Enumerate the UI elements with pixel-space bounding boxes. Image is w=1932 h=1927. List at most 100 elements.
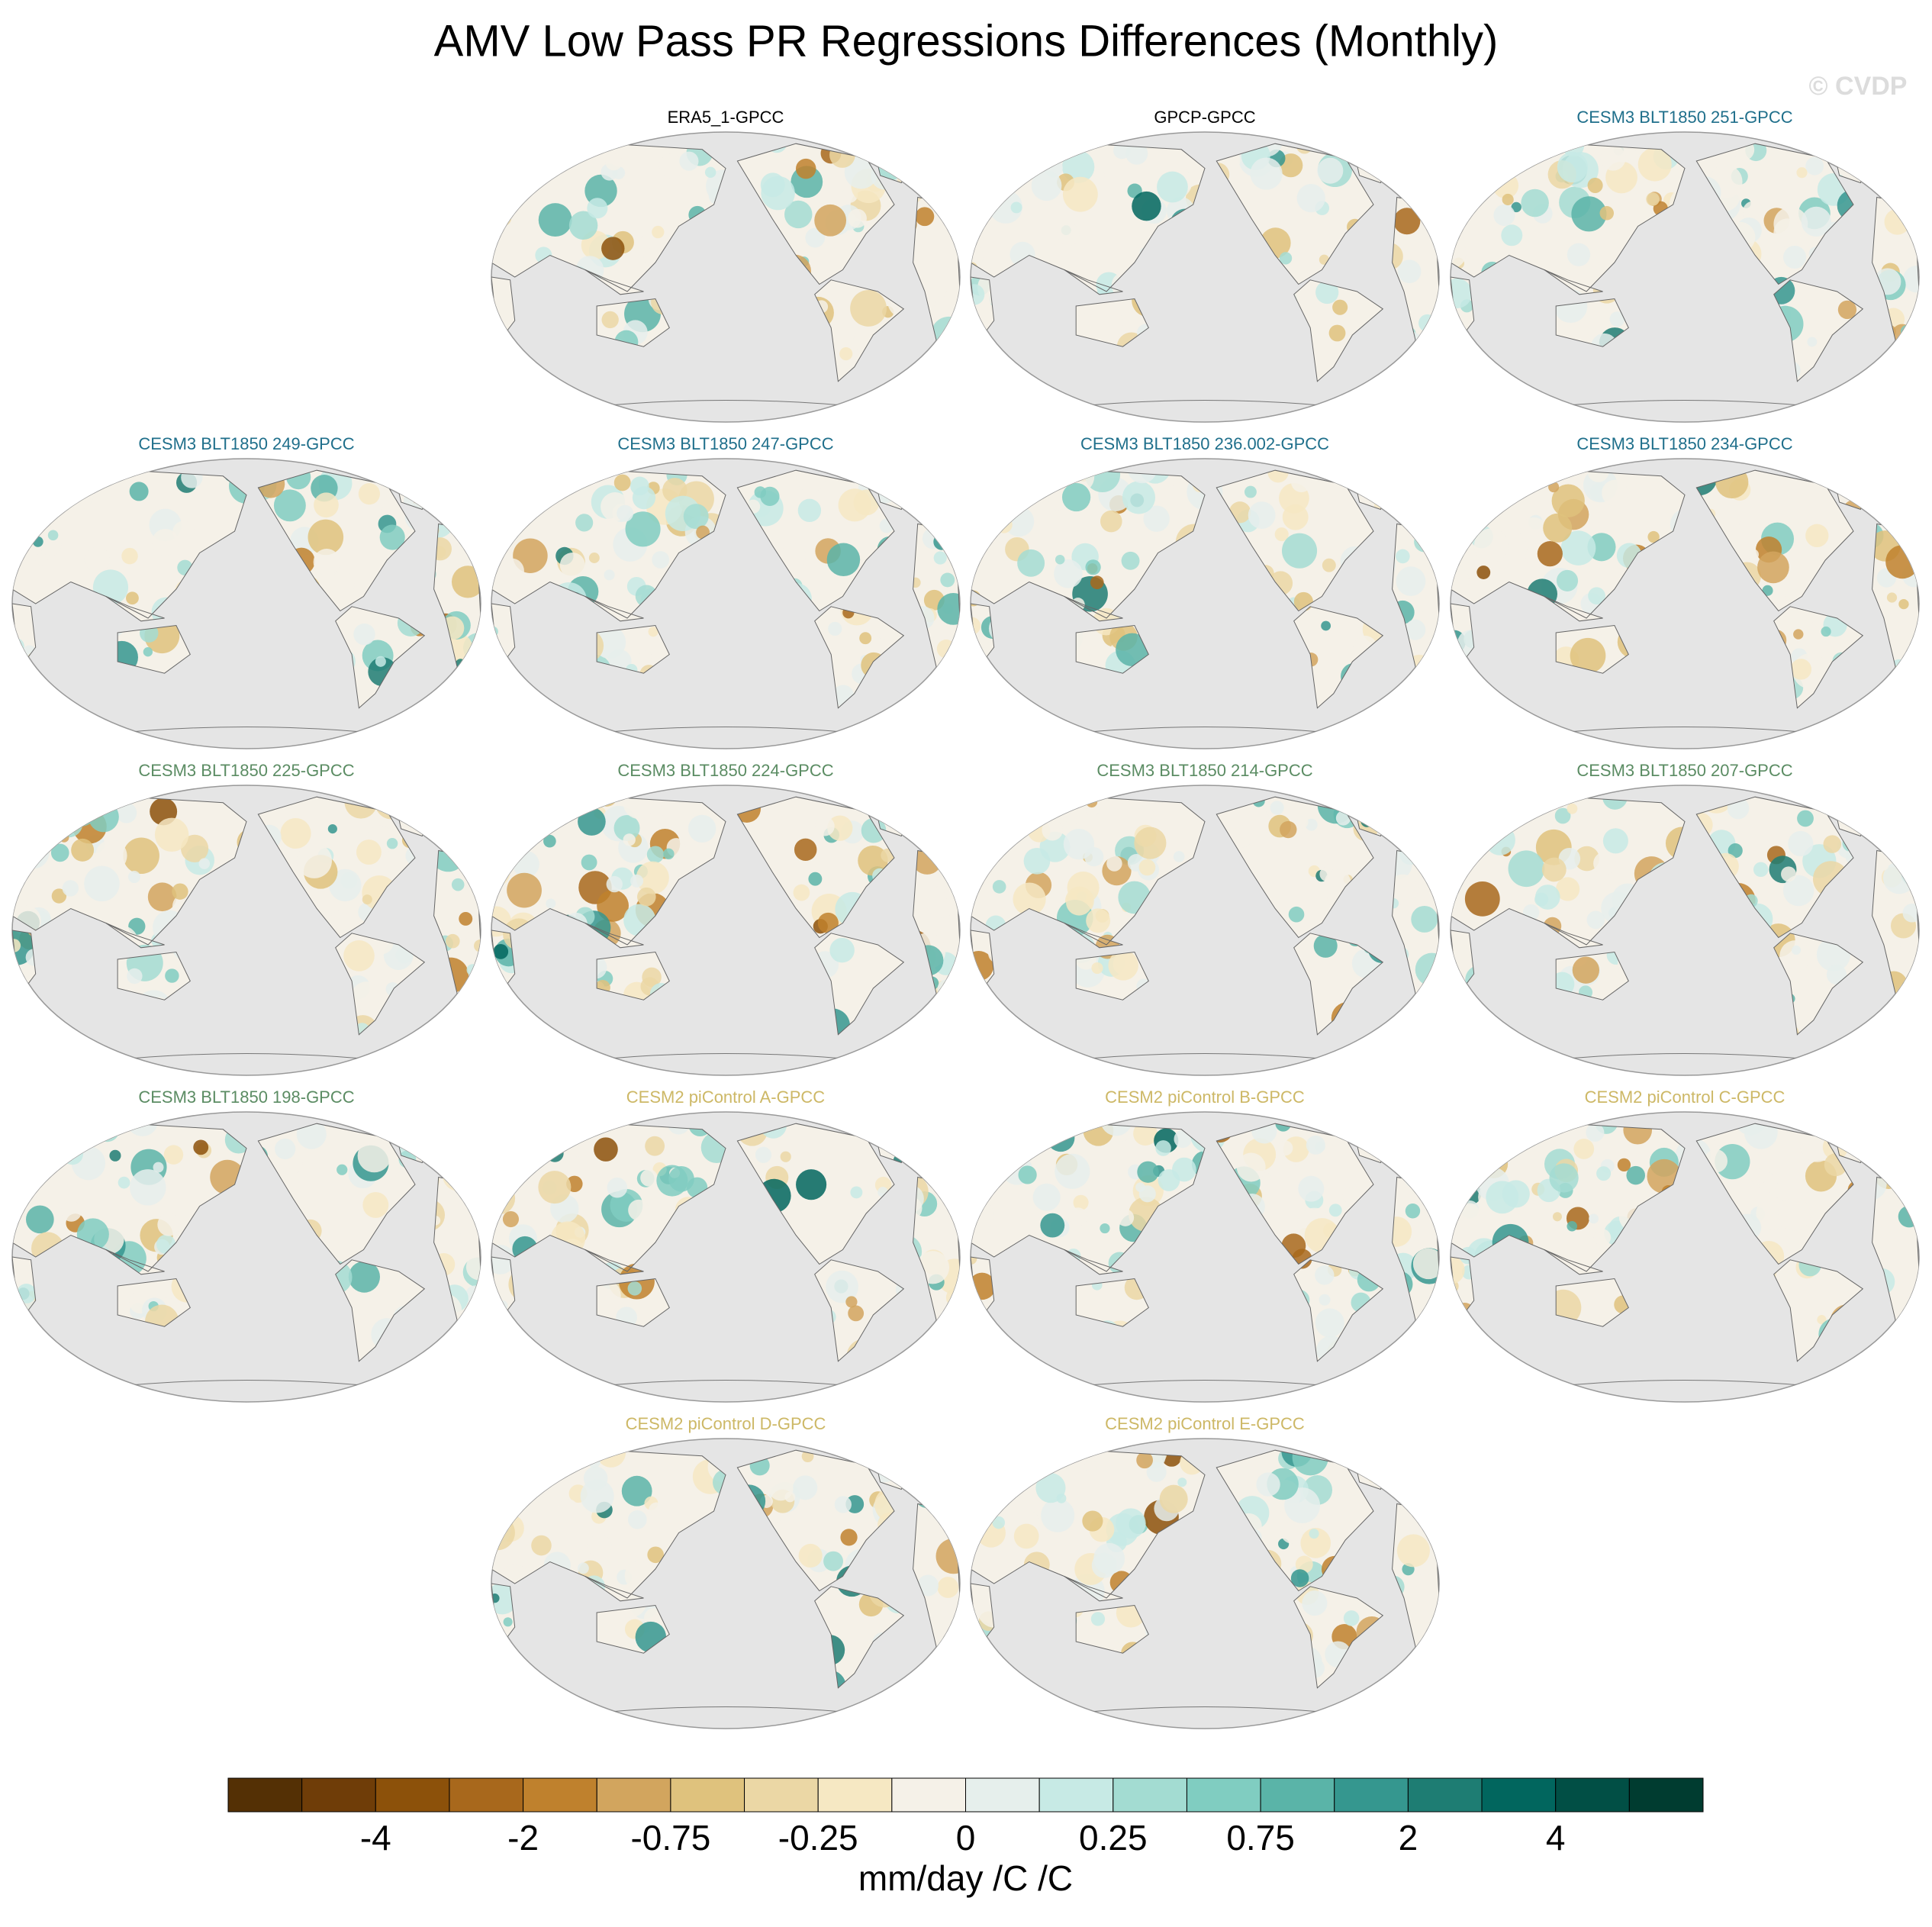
coastline	[584, 596, 644, 622]
precip-patch	[971, 1493, 999, 1522]
precip-patch	[1315, 1308, 1344, 1338]
precip-patch	[1284, 1487, 1321, 1523]
precip-patch	[84, 546, 111, 572]
precip-patch	[95, 839, 127, 872]
precip-patch	[1415, 952, 1439, 987]
precip-patch	[1402, 470, 1428, 495]
precip-patch	[1560, 530, 1596, 566]
precip-patch	[1317, 157, 1344, 184]
precip-patch	[359, 996, 381, 1017]
panel-title: CESM2 piControl D-GPCC	[626, 1414, 826, 1433]
precip-patch	[1379, 1450, 1406, 1468]
coastline	[105, 596, 165, 622]
coastline	[1064, 1249, 1123, 1275]
precip-patch	[625, 511, 661, 547]
precip-patch	[329, 571, 355, 597]
precip-patch	[95, 1136, 106, 1148]
precip-patch	[1574, 846, 1599, 872]
precip-patch	[1277, 1140, 1293, 1156]
panel-title: CESM2 piControl B-GPCC	[1105, 1088, 1305, 1107]
precip-patch	[948, 1161, 960, 1177]
precip-patch	[1322, 558, 1336, 572]
precip-patch	[903, 1123, 926, 1142]
precip-patch	[430, 470, 468, 504]
colorbar-box	[1038, 1777, 1114, 1813]
precip-patch	[937, 1577, 959, 1598]
precip-patch	[12, 638, 24, 655]
precip-patch	[15, 1140, 41, 1165]
precip-patch	[943, 326, 959, 341]
precip-patch	[12, 688, 34, 708]
precip-patch	[636, 861, 669, 894]
precip-patch	[493, 944, 509, 959]
precip-patch	[1900, 324, 1914, 339]
precip-patch	[617, 504, 634, 522]
precip-patch	[1556, 569, 1579, 591]
precip-patch	[594, 1137, 618, 1162]
precip-patch	[889, 1123, 919, 1146]
precip-patch	[679, 151, 699, 171]
precip-patch	[1040, 1213, 1065, 1238]
precip-patch	[1172, 1157, 1196, 1182]
precip-patch	[793, 884, 810, 901]
precip-patch	[1451, 278, 1473, 308]
precip-patch	[1596, 1166, 1612, 1181]
precip-patch	[942, 1137, 960, 1160]
precip-patch	[498, 558, 524, 584]
precip-patch	[1573, 1139, 1595, 1159]
precip-patch	[1014, 1450, 1031, 1460]
precip-patch	[1781, 866, 1797, 882]
precip-patch	[1377, 143, 1388, 148]
precip-patch	[1891, 683, 1913, 705]
colorbar-box	[523, 1777, 597, 1813]
precip-patch	[357, 1139, 391, 1173]
coastline	[1544, 1249, 1603, 1275]
precip-patch	[971, 830, 998, 860]
precip-patch	[450, 488, 475, 514]
precip-patch	[1280, 1521, 1303, 1544]
precip-patch	[990, 1016, 1020, 1035]
precip-patch	[1364, 143, 1385, 158]
colorbar-box	[1481, 1777, 1557, 1813]
colorbar-box	[965, 1777, 1040, 1813]
precip-patch	[308, 519, 344, 556]
precip-patch	[1520, 517, 1547, 545]
precip-patch	[1498, 797, 1527, 827]
precip-patch	[1571, 196, 1607, 232]
precip-patch	[1512, 470, 1547, 485]
coastline	[1695, 469, 1854, 612]
precip-patch	[1796, 167, 1808, 179]
precip-patch	[92, 797, 110, 807]
precip-patch	[34, 810, 49, 825]
precip-patch	[929, 1471, 940, 1481]
coastline	[1216, 1449, 1374, 1592]
precip-patch	[88, 801, 119, 833]
precip-patch	[1090, 306, 1123, 340]
precip-patch	[826, 470, 843, 475]
precip-patch	[938, 1159, 950, 1171]
map-panel: CESM2 piControl D-GPCC	[491, 1414, 961, 1729]
precip-patch	[109, 1149, 121, 1162]
precip-patch	[1093, 169, 1105, 181]
precip-patch	[597, 889, 629, 922]
precip-patch	[935, 828, 952, 846]
coastline	[1544, 596, 1603, 622]
precip-patch	[1846, 472, 1876, 502]
precip-patch	[1125, 143, 1148, 165]
precip-patch	[1714, 1136, 1724, 1146]
precip-patch	[118, 1176, 130, 1189]
colorbar-box	[1113, 1777, 1187, 1813]
precip-patch	[795, 158, 816, 179]
precip-patch	[1458, 470, 1483, 482]
antarctica-coast	[1064, 1053, 1346, 1062]
precip-patch	[1397, 470, 1417, 485]
precip-patch	[1082, 1510, 1103, 1532]
precip-patch	[350, 1123, 360, 1125]
precip-patch	[1013, 882, 1046, 916]
precip-patch	[1807, 337, 1818, 347]
precip-patch	[1778, 1197, 1811, 1231]
precip-patch	[1057, 223, 1080, 246]
precip-patch	[1541, 857, 1567, 882]
precip-patch	[1451, 1149, 1473, 1179]
coastline	[1695, 143, 1854, 285]
